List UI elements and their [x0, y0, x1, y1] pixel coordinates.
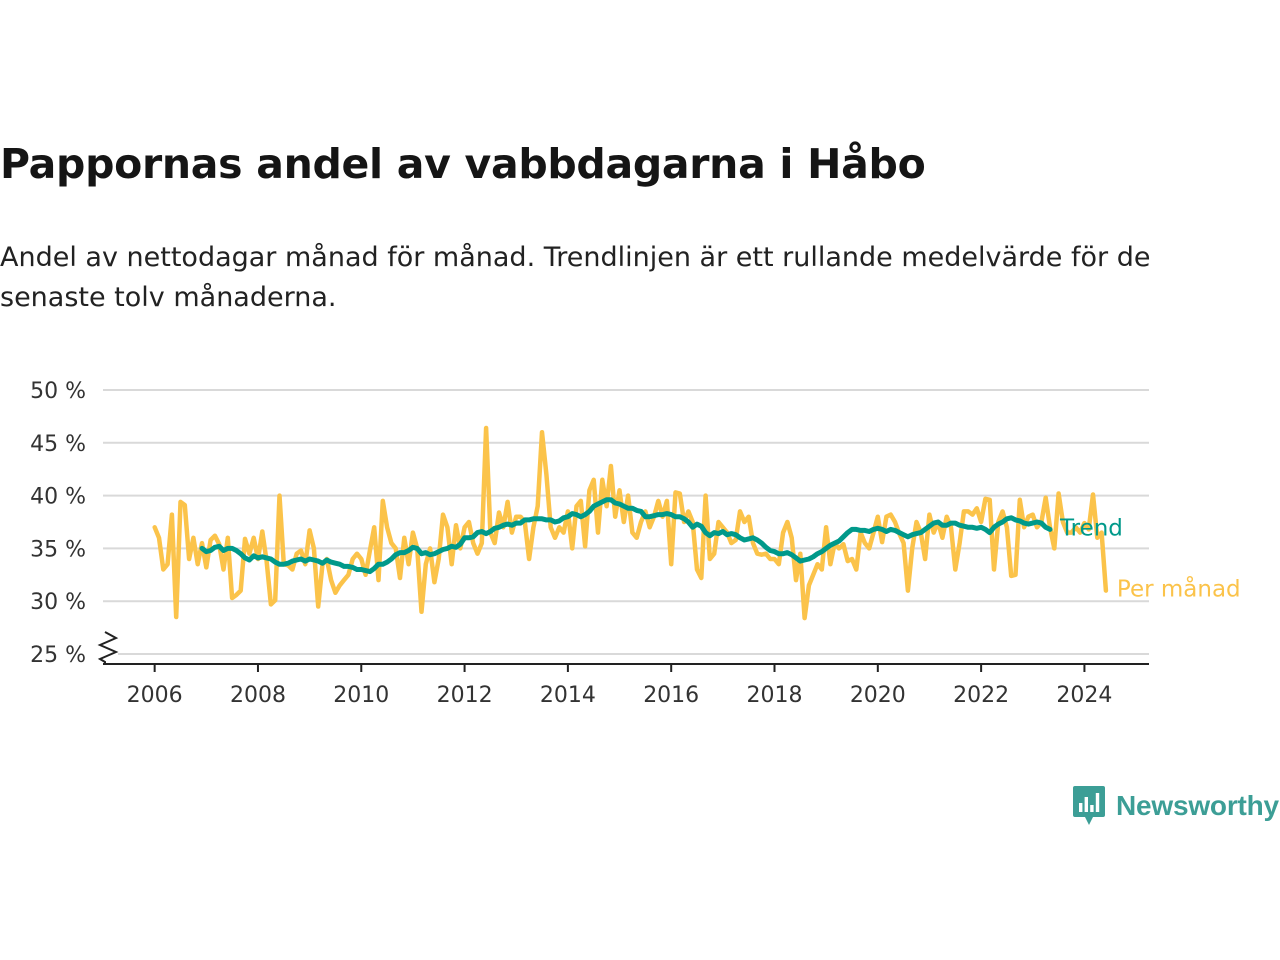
newsworthy-bar-chart-icon	[1073, 786, 1105, 825]
x-tick-label-2024: 2024	[1056, 683, 1112, 708]
y-axis-tick-labels: 25 % 30 % 35 % 40 % 45 % 50 %	[30, 379, 86, 668]
x-tick-label-2008: 2008	[230, 683, 286, 708]
series-line-monthly	[152, 425, 1109, 621]
chart-subtitle: Andel av nettodagar månad för månad. Tre…	[0, 242, 1151, 313]
series-label-per-manad: Per månad	[1117, 575, 1241, 603]
x-axis	[97, 631, 1149, 672]
series-line-trend	[199, 497, 1053, 575]
x-tick-label-2006: 2006	[127, 683, 183, 708]
x-tick-label-2010: 2010	[333, 683, 389, 708]
x-tick-label-2020: 2020	[850, 683, 906, 708]
y-tick-label-30: 30 %	[30, 590, 86, 615]
y-tick-label-50: 50 %	[30, 379, 86, 404]
logo-text: Newsworthy	[1116, 790, 1279, 821]
y-tick-label-45: 45 %	[30, 432, 86, 457]
series-lines	[152, 425, 1109, 621]
x-tick-label-2022: 2022	[953, 683, 1009, 708]
line-chart: 25 % 30 % 35 % 40 % 45 % 50 % 2006 2008 2010 201…	[30, 379, 1241, 708]
x-axis-tick-labels: 2006 2008 2010 2012 2014 2016 2018 2020 2022 2024	[127, 683, 1113, 708]
x-tick-label-2016: 2016	[643, 683, 699, 708]
x-tick-label-2014: 2014	[540, 683, 596, 708]
x-tick-label-2018: 2018	[747, 683, 803, 708]
axis-break-zigzag	[97, 631, 119, 664]
newsworthy-logo: Newsworthy	[1072, 785, 1279, 827]
x-tick-label-2012: 2012	[437, 683, 493, 708]
y-tick-label-25: 25 %	[30, 643, 86, 668]
series-label-trend: Trend	[1059, 515, 1123, 541]
y-tick-label-35: 35 %	[30, 537, 86, 562]
chart-title: Pappornas andel av vabbdagarna i Håbo	[0, 140, 926, 188]
y-tick-label-40: 40 %	[30, 485, 86, 510]
